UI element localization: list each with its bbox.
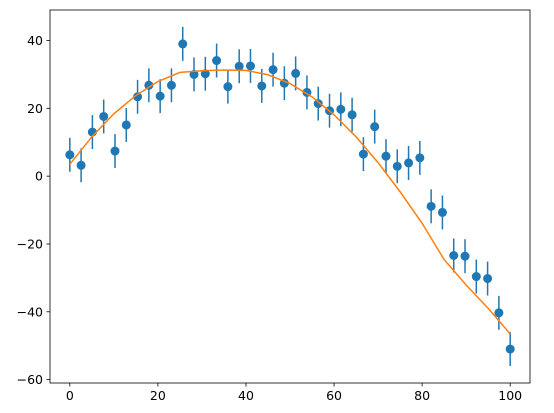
data-point xyxy=(121,120,131,130)
x-tick-label: 80 xyxy=(414,388,430,403)
x-tick-label: 20 xyxy=(150,388,166,403)
data-point xyxy=(449,251,459,261)
plot-area xyxy=(65,26,515,367)
x-tick-label: 40 xyxy=(238,388,254,403)
y-tick-label: 20 xyxy=(27,101,43,116)
data-point xyxy=(144,80,154,90)
data-point xyxy=(358,149,368,159)
data-point xyxy=(313,99,323,109)
data-point xyxy=(234,61,244,71)
data-point xyxy=(392,161,402,171)
axes: 0 20 40 60 80 100 40 20 0 −20 −40 −60 xyxy=(17,9,531,403)
data-point xyxy=(336,104,346,114)
data-point xyxy=(155,91,165,101)
data-point xyxy=(437,207,447,217)
y-tick-label: −60 xyxy=(17,372,43,387)
data-point xyxy=(200,69,210,79)
data-point xyxy=(404,158,414,168)
data-point xyxy=(223,82,233,92)
data-point xyxy=(166,80,176,90)
y-tick-label: 40 xyxy=(27,33,43,48)
fit-line xyxy=(69,69,511,335)
data-point xyxy=(291,68,301,78)
data-point xyxy=(212,56,222,66)
data-point xyxy=(245,61,255,71)
x-tick-label: 60 xyxy=(326,388,342,403)
data-point xyxy=(483,274,493,284)
data-point xyxy=(460,251,470,261)
data-point xyxy=(381,151,391,161)
data-point xyxy=(65,150,75,160)
data-point xyxy=(268,65,278,75)
data-point xyxy=(415,153,425,163)
y-tick-label: −40 xyxy=(17,304,43,319)
data-point xyxy=(178,39,188,49)
data-point xyxy=(494,308,504,318)
x-tick-label: 100 xyxy=(498,388,522,403)
data-point xyxy=(347,110,357,120)
x-tick-label: 0 xyxy=(66,388,74,403)
data-point xyxy=(426,201,436,211)
y-tick-label: 0 xyxy=(35,169,43,184)
data-point xyxy=(110,146,120,156)
data-point xyxy=(370,122,380,132)
data-point xyxy=(257,81,267,91)
y-tick-label: −20 xyxy=(17,236,43,251)
data-point xyxy=(133,92,143,102)
data-point xyxy=(99,111,109,121)
data-point xyxy=(505,344,515,354)
axes-frame xyxy=(49,9,531,384)
data-point xyxy=(471,272,481,282)
data-point xyxy=(76,160,86,170)
